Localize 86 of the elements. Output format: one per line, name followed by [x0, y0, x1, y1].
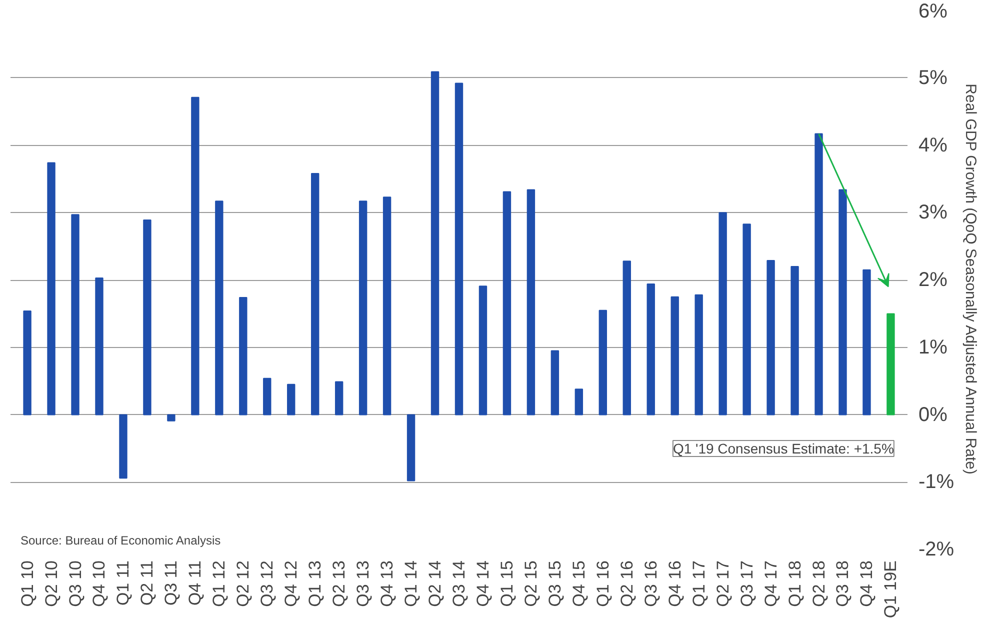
- y-tick-label: -1%: [918, 471, 954, 494]
- x-tick-label: Q3 14: [450, 560, 468, 607]
- bar: [766, 260, 775, 416]
- bar: [382, 196, 392, 416]
- bar: [454, 82, 464, 416]
- x-tick-label: Q2 10: [42, 560, 61, 607]
- y-tick-label: 3%: [918, 202, 948, 224]
- bar: [95, 277, 104, 416]
- x-tick-label: Q1 14: [402, 560, 421, 607]
- x-tick-label: Q1 16: [593, 560, 612, 607]
- bar: [550, 350, 560, 416]
- bar: [790, 266, 799, 416]
- annotation: Source: Bureau of Economic Analysis: [20, 534, 221, 548]
- x-tick-label: Q3 12: [258, 560, 277, 607]
- bar: [167, 414, 176, 422]
- bar: [239, 297, 248, 416]
- y-tick-label: 1%: [918, 336, 948, 358]
- x-tick-label: Q4 14: [473, 560, 492, 607]
- x-tick-label: Q4 13: [378, 560, 397, 607]
- x-tick-label: Q4 16: [665, 560, 684, 607]
- x-tick-label: Q1 17: [689, 560, 708, 607]
- x-tick-label: Q2 16: [617, 560, 636, 607]
- x-tick-label: Q2 15: [521, 560, 540, 607]
- x-tick-label: Q3 16: [641, 560, 660, 607]
- bar: [502, 191, 512, 416]
- y-tick-label: 0%: [918, 404, 948, 426]
- x-tick-label: Q2 12: [234, 560, 253, 607]
- bar: [263, 378, 272, 416]
- bar: [886, 313, 895, 416]
- x-tick-label: Q1 10: [18, 560, 37, 607]
- x-tick-label: Q3 10: [66, 560, 85, 607]
- bar: [574, 388, 584, 416]
- y-tick-label: 2%: [918, 269, 948, 291]
- annotation: Q1 '19 Consensus Estimate: +1.5%: [672, 440, 894, 456]
- x-tick-label: Q1 12: [210, 560, 229, 607]
- x-tick-label: Q2 11: [138, 560, 157, 606]
- x-tick-label: Q3 11: [162, 560, 181, 606]
- x-tick-label: Q1 13: [306, 560, 325, 607]
- bar: [742, 224, 751, 416]
- bar: [119, 414, 128, 479]
- x-tick-label: Q2 17: [713, 560, 732, 607]
- x-tick-label: Q3 15: [545, 560, 564, 607]
- bar: [694, 294, 703, 416]
- bar: [406, 414, 416, 482]
- bar: [23, 310, 32, 416]
- x-tick-label: Q4 15: [569, 560, 588, 607]
- x-tick-label: Q2 14: [426, 560, 445, 607]
- x-tick-label: Q1 15: [497, 560, 516, 607]
- x-tick-label: Q1 19E: [881, 560, 900, 618]
- x-tick-label: Q3 17: [737, 560, 756, 607]
- y-tick-label: 5%: [918, 66, 948, 89]
- bar: [670, 296, 679, 416]
- bar: [622, 260, 631, 416]
- bar: [838, 189, 847, 416]
- x-tick-label: Q1 11: [114, 560, 133, 606]
- bar: [526, 189, 536, 416]
- bar: [143, 220, 152, 416]
- y-axis-title: Real GDP Growth (QoQ Seasonally Adjusted Annual Rate): [962, 84, 980, 474]
- bar: [358, 200, 368, 416]
- bar: [430, 71, 440, 416]
- bar: [862, 269, 871, 416]
- bar: [47, 162, 56, 416]
- bar: [598, 310, 607, 416]
- x-tick-label: Q3 18: [833, 560, 852, 607]
- x-tick-label: Q4 10: [90, 560, 109, 607]
- x-tick-label: Q4 18: [857, 560, 876, 607]
- bar: [814, 133, 823, 416]
- y-tick-label: 6%: [918, 0, 948, 22]
- bar: [215, 200, 224, 416]
- y-tick-label: 4%: [918, 134, 948, 156]
- x-tick-label: Q3 13: [354, 560, 373, 607]
- x-tick-label: Q1 18: [785, 560, 804, 607]
- bar: [287, 384, 296, 416]
- x-tick-label: Q2 13: [330, 560, 349, 607]
- x-tick-label: Q2 18: [809, 560, 828, 607]
- bar: [334, 381, 344, 416]
- y-tick-label: -2%: [918, 538, 954, 560]
- x-tick-label: Q4 12: [282, 560, 301, 607]
- bar: [718, 212, 727, 416]
- x-tick-label: Q4 17: [761, 560, 780, 607]
- bar: [478, 286, 488, 416]
- bar: [311, 173, 320, 416]
- bar: [191, 96, 200, 416]
- x-tick-label: Q4 11: [186, 560, 205, 606]
- bar: [71, 214, 80, 416]
- bar: [646, 284, 655, 416]
